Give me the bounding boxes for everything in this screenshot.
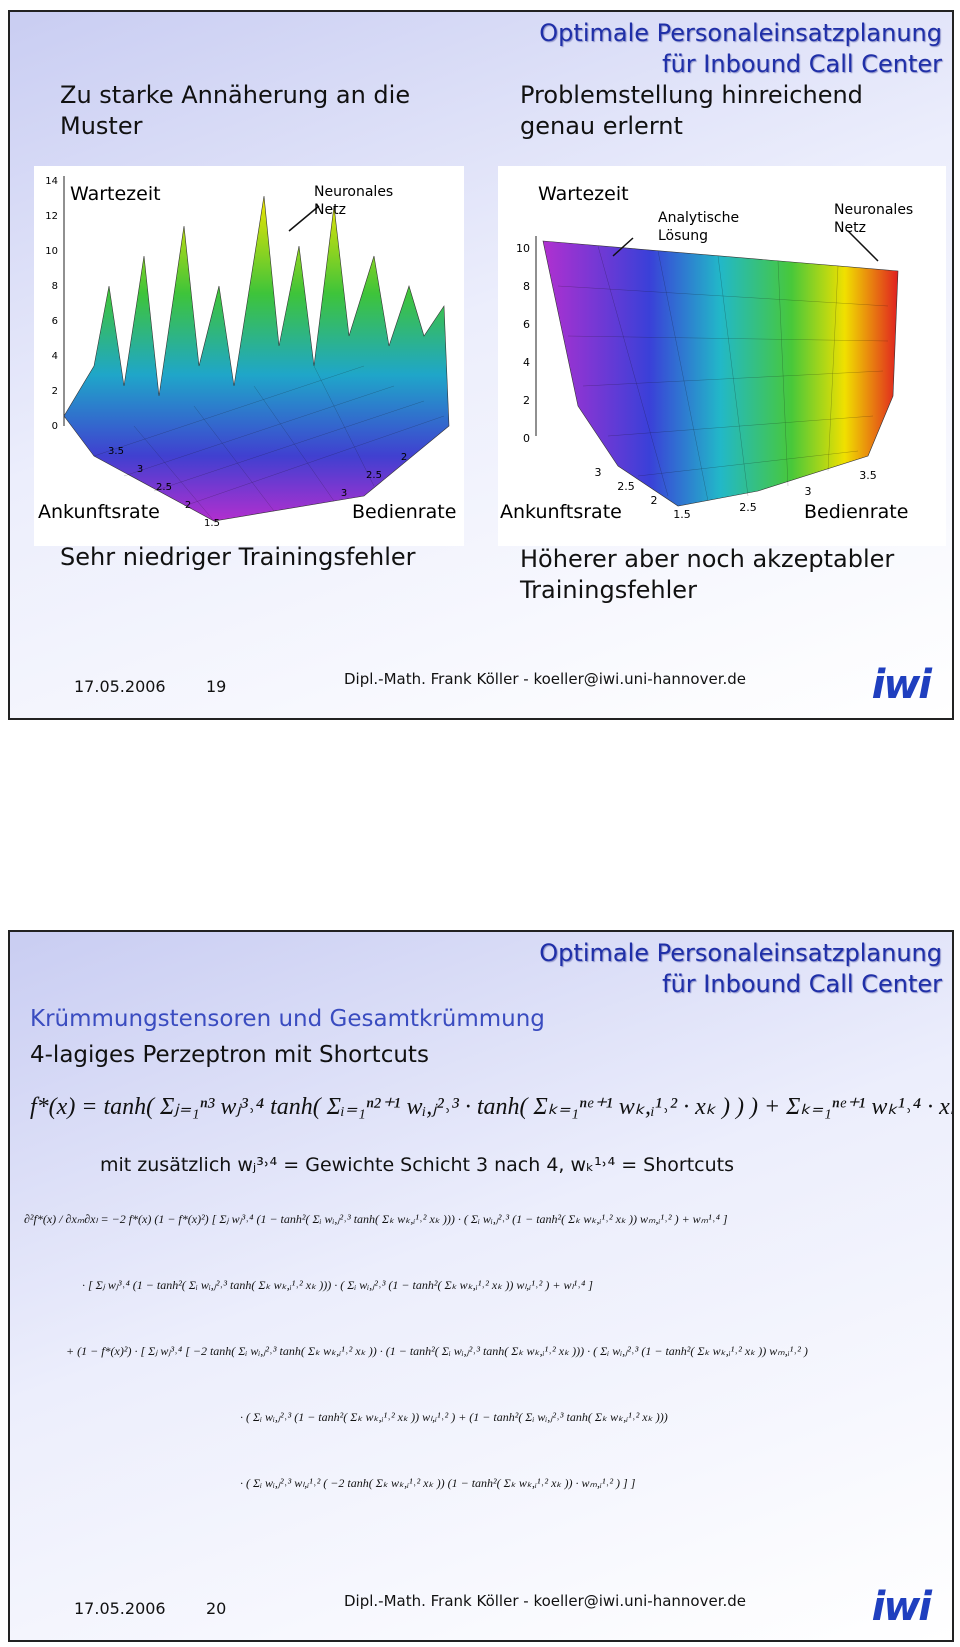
tick-label: 0 xyxy=(52,421,58,432)
footer-date: 17.05.2006 xyxy=(74,1599,166,1618)
tick-label: 3.5 xyxy=(859,469,877,482)
tick-label: 14 xyxy=(45,176,58,187)
formula-note: mit zusätzlich wⱼ³˒⁴ = Gewichte Schicht … xyxy=(100,1154,735,1176)
header-line: für Inbound Call Center xyxy=(662,970,942,998)
subtitle: 4-lagiges Perzeptron mit Shortcuts xyxy=(30,1042,429,1068)
tick-label: 6 xyxy=(52,316,58,327)
tick-label: 3 xyxy=(341,488,347,499)
logo: iwi xyxy=(871,662,932,708)
caption: Höherer aber noch akzeptabler Trainingsf… xyxy=(520,544,894,606)
surface xyxy=(542,240,899,507)
tick-label: 8 xyxy=(523,280,530,293)
tick-label: 2 xyxy=(651,494,658,507)
heading-line: Muster xyxy=(60,112,143,140)
tick-label: 8 xyxy=(52,281,58,292)
arrow xyxy=(847,230,879,262)
header-line: Optimale Personaleinsatzplanung xyxy=(539,19,942,47)
footer-author: Dipl.-Math. Frank Köller - koeller@iwi.u… xyxy=(344,670,747,688)
axis-label: Ankunftsrate xyxy=(38,501,160,523)
tick-label: 2.5 xyxy=(739,501,757,514)
tick-label: 4 xyxy=(52,351,58,362)
arrow xyxy=(612,237,634,257)
surface-plot: Wartezeit Analytische Lösung Neuronales Netz… xyxy=(498,166,946,546)
heading: Problemstellung hinreichend genau erlern… xyxy=(520,80,863,142)
footer-date: 17.05.2006 xyxy=(74,677,166,696)
footer-page: 19 xyxy=(206,677,227,696)
axis-label: Bedienrate xyxy=(804,501,908,523)
tick-label: 2.5 xyxy=(366,470,382,481)
tick-label: 1.5 xyxy=(673,508,691,521)
tick-label: 2 xyxy=(52,386,58,397)
tick-label: 2 xyxy=(401,452,407,463)
heading-line: genau erlernt xyxy=(520,112,683,140)
tick-label: 2 xyxy=(185,500,191,511)
tick-label: 10 xyxy=(516,242,530,255)
tick-label: 2 xyxy=(523,394,530,407)
formula-line: · [ Σⱼ wⱼ³˒⁴ (1 − tanh²( Σᵢ wᵢ,ⱼ²˒³ tanh… xyxy=(82,1278,593,1292)
formula-line: · ( Σᵢ wᵢ,ⱼ²˒³ (1 − tanh²( Σₖ wₖ,ᵢ¹˒² xₖ… xyxy=(240,1410,668,1424)
annotation: Netz xyxy=(314,202,346,218)
slide-header: Optimale Personaleinsatzplanung für Inbo… xyxy=(539,938,942,1000)
tick-label: 3.5 xyxy=(108,446,124,457)
footer-page: 20 xyxy=(206,1599,227,1618)
tick-label: 3 xyxy=(137,464,143,475)
tick-label: 2.5 xyxy=(617,480,635,493)
caption-line: Trainingsfehler xyxy=(520,576,697,604)
caption-line: Sehr niedriger Trainingsfehler xyxy=(60,543,416,571)
caption-line: Höherer aber noch akzeptabler xyxy=(520,545,895,573)
formula-line: + (1 − f*(x)²) · [ Σⱼ wⱼ³˒⁴ [ −2 tanh( Σ… xyxy=(66,1344,808,1358)
formula-line: ∂²f*(x) / ∂xₘ∂xₗ = −2 f*(x) (1 − f*(x)²)… xyxy=(24,1212,728,1226)
annotation: Lösung xyxy=(658,228,708,244)
annotation: Analytische xyxy=(658,210,739,226)
mesh xyxy=(93,365,445,522)
annotation: Neuronales xyxy=(314,184,393,200)
tick-label: 2.5 xyxy=(156,482,172,493)
tick-label: 4 xyxy=(523,356,530,369)
logo: iwi xyxy=(871,1584,932,1630)
arrow xyxy=(288,205,320,232)
axis-label: Wartezeit xyxy=(538,183,629,205)
formula: f*(x) = tanh( Σⱼ₌₁ⁿ³ wⱼ³˒⁴ tanh( Σᵢ₌₁ⁿ²⁺… xyxy=(30,1094,954,1120)
tick-label: 3 xyxy=(805,485,812,498)
axis-label: Wartezeit xyxy=(70,183,161,205)
tick-label: 12 xyxy=(45,211,58,222)
caption: Sehr niedriger Trainingsfehler xyxy=(60,542,416,573)
axis-label: Bedienrate xyxy=(352,501,456,523)
annotation: Neuronales xyxy=(834,202,913,218)
tick-label: 3 xyxy=(595,466,602,479)
section-title: Krümmungstensoren und Gesamtkrümmung xyxy=(30,1006,545,1032)
slide: Optimale Personaleinsatzplanung für Inbo… xyxy=(8,10,954,720)
header-line: für Inbound Call Center xyxy=(662,50,942,78)
heading: Zu starke Annäherung an die Muster xyxy=(60,80,410,142)
surface-plot: Wartezeit Neuronales Netz Ankunftsrate Bedie… xyxy=(34,166,464,546)
tick-label: 1.5 xyxy=(204,518,220,529)
tick-label: 10 xyxy=(45,246,58,257)
footer-author: Dipl.-Math. Frank Köller - koeller@iwi.u… xyxy=(344,1592,747,1610)
tick-label: 6 xyxy=(523,318,530,331)
formula-line: · ( Σᵢ wᵢ,ⱼ²˒³ wₗ,ᵢ¹˒² ( −2 tanh( Σₖ wₖ,… xyxy=(240,1476,636,1490)
axis-label: Ankunftsrate xyxy=(500,501,622,523)
surface xyxy=(63,195,450,522)
heading-line: Problemstellung hinreichend xyxy=(520,81,863,109)
heading-line: Zu starke Annäherung an die xyxy=(60,81,411,109)
header-line: Optimale Personaleinsatzplanung xyxy=(539,939,942,967)
annotation: Netz xyxy=(834,220,866,236)
slide: Optimale Personaleinsatzplanung für Inbo… xyxy=(8,930,954,1642)
tick-label: 0 xyxy=(523,432,530,445)
slide-header: Optimale Personaleinsatzplanung für Inbo… xyxy=(539,18,942,80)
mesh xyxy=(557,245,889,502)
